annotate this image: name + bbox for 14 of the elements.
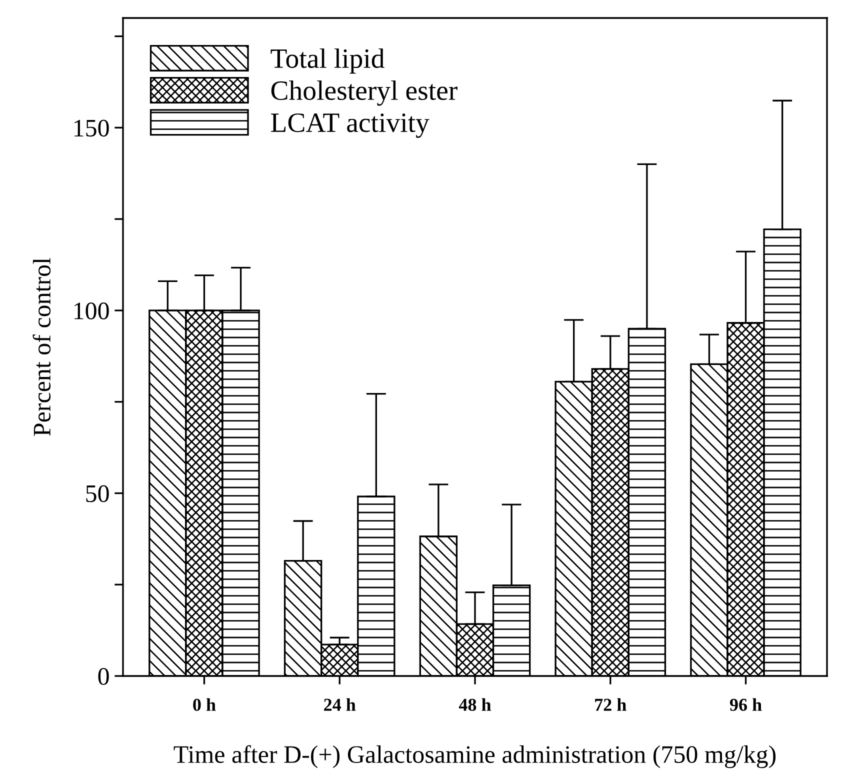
x-axis-title: Time after D-(+) Galactosamine administration (750 mg/kg) xyxy=(174,745,776,768)
x-tick-label: 0 h xyxy=(193,698,216,711)
legend-label: Cholesteryl ester xyxy=(271,80,458,106)
y-tick-label: 100 xyxy=(74,302,109,320)
y-tick-label: 150 xyxy=(74,120,109,137)
x-tick-label: 48 h xyxy=(458,698,492,711)
y-tick-label: 0 xyxy=(98,668,109,685)
x-tick-label: 96 h xyxy=(730,698,762,711)
x-tick-label: 72 h xyxy=(595,698,626,711)
x-tick-label: 24 h xyxy=(324,698,356,711)
y-axis-title: Percent of control xyxy=(32,258,51,436)
legend-label: LCAT activity xyxy=(271,113,430,138)
legend-label: Total lipid xyxy=(270,48,384,74)
y-tick-label: 50 xyxy=(86,485,109,502)
